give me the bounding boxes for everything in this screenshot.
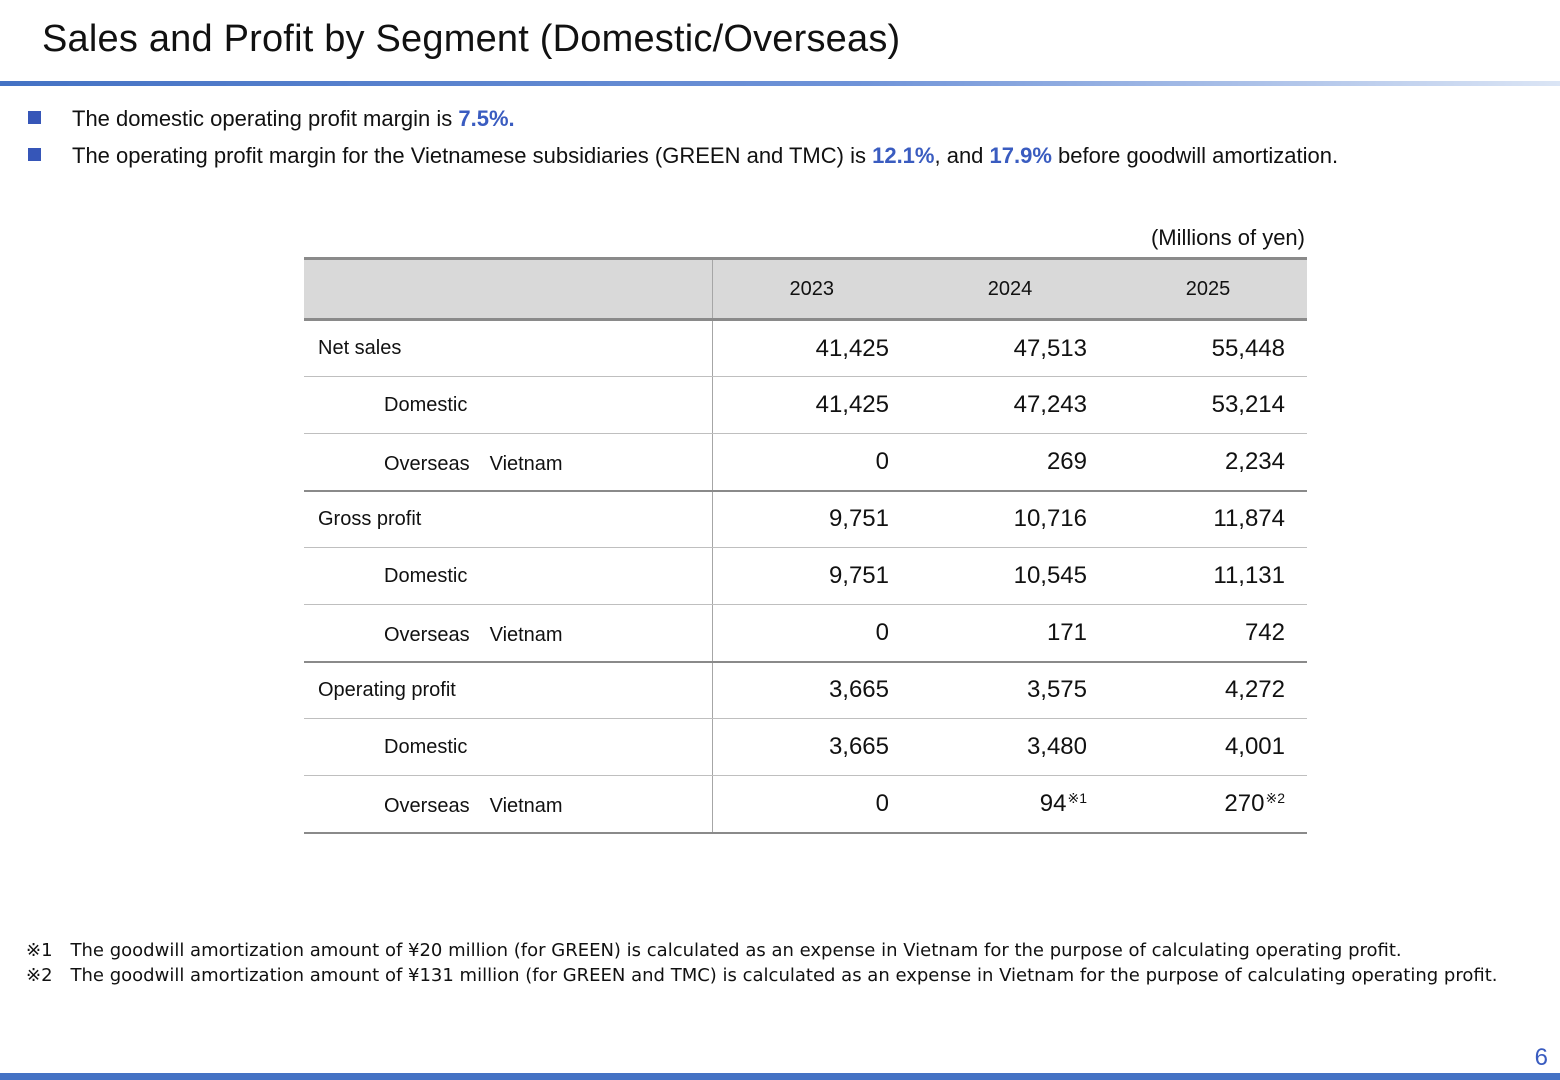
bullet-text-part: , and	[934, 143, 990, 168]
bullet-text: The domestic operating profit margin is …	[72, 104, 515, 134]
value-cell: 53,214	[1109, 376, 1307, 434]
footer-bar	[0, 1073, 1560, 1080]
value-cell: 269	[911, 433, 1109, 492]
value-cell: 742	[1109, 604, 1307, 663]
row-label: Overseas Vietnam	[304, 433, 713, 492]
title-divider	[0, 81, 1560, 86]
footnote: ※2 The goodwill amortization amount of ¥…	[26, 965, 1498, 986]
table-row: Operating profit 3,665 3,575 4,272	[304, 661, 1307, 719]
table-row: Domestic 3,665 3,480 4,001	[304, 718, 1307, 776]
header-cell: 2024	[911, 257, 1109, 321]
value-cell: 9,751	[712, 490, 911, 548]
row-label: Overseas Vietnam	[304, 604, 713, 663]
row-label: Gross profit	[304, 490, 713, 548]
value-cell-with-note: 94※1	[911, 775, 1109, 834]
value-cell: 47,243	[911, 376, 1109, 434]
value-cell: 4,272	[1109, 661, 1307, 719]
table-header-row: 2023 2024 2025	[304, 257, 1307, 321]
table-row: Gross profit 9,751 10,716 11,874	[304, 490, 1307, 548]
row-label: Domestic	[304, 376, 713, 434]
value-cell: 4,001	[1109, 718, 1307, 776]
table-row: Overseas Vietnam 0 94※1 270※2	[304, 775, 1307, 834]
header-cell	[304, 257, 713, 321]
value-cell: 11,874	[1109, 490, 1307, 548]
value-cell: 41,425	[712, 319, 911, 377]
value-cell: 10,716	[911, 490, 1109, 548]
table-row: Overseas Vietnam 0 269 2,234	[304, 433, 1307, 492]
bullet-text-part: before goodwill amortization.	[1051, 143, 1339, 168]
value-cell: 3,665	[712, 661, 911, 719]
header-cell: 2025	[1109, 257, 1307, 321]
value-cell: 41,425	[712, 376, 911, 434]
footnote: ※1 The goodwill amortization amount of ¥…	[26, 940, 1402, 961]
value-cell: 9,751	[712, 547, 911, 605]
page-number: 6	[1534, 1044, 1548, 1071]
highlight-value: 12.1%	[872, 143, 935, 168]
row-label: Net sales	[304, 319, 713, 377]
value-cell: 0	[712, 604, 911, 663]
highlight-value: 7.5%.	[458, 106, 515, 131]
segment-table: 2023 2024 2025 Net sales 41,425 47,513 5…	[304, 257, 1307, 834]
footnote-marker: ※1	[1067, 789, 1087, 806]
bullet-text: The operating profit margin for the Viet…	[72, 141, 1338, 171]
highlight-value: 17.9%	[989, 143, 1052, 168]
value-cell: 55,448	[1109, 319, 1307, 377]
value-cell: 47,513	[911, 319, 1109, 377]
row-label: Overseas Vietnam	[304, 775, 713, 834]
row-label: Operating profit	[304, 661, 713, 719]
value-cell-with-note: 270※2	[1109, 775, 1307, 834]
value-cell: 10,545	[911, 547, 1109, 605]
table-row: Overseas Vietnam 0 171 742	[304, 604, 1307, 663]
cell-value: 94	[1039, 789, 1067, 817]
value-cell: 2,234	[1109, 433, 1307, 492]
row-label: Domestic	[304, 718, 713, 776]
page-title: Sales and Profit by Segment (Domestic/Ov…	[42, 18, 901, 60]
footnotes: ※1 The goodwill amortization amount of ¥…	[26, 938, 1536, 988]
footnote-marker: ※2	[1265, 789, 1285, 806]
value-cell: 3,575	[911, 661, 1109, 719]
unit-label: (Millions of yen)	[1150, 225, 1305, 250]
value-cell: 11,131	[1109, 547, 1307, 605]
table-row: Domestic 9,751 10,545 11,131	[304, 547, 1307, 605]
table-row: Net sales 41,425 47,513 55,448	[304, 319, 1307, 377]
bullet-text-part: The domestic operating profit margin is	[72, 106, 459, 131]
square-bullet-icon	[28, 111, 41, 124]
table-row: Domestic 41,425 47,243 53,214	[304, 376, 1307, 434]
cell-value: 270	[1224, 789, 1265, 817]
bullet-text-part: The operating profit margin for the Viet…	[72, 143, 873, 168]
value-cell: 0	[712, 433, 911, 492]
value-cell: 3,480	[911, 718, 1109, 776]
value-cell: 0	[712, 775, 911, 834]
value-cell: 171	[911, 604, 1109, 663]
row-label: Domestic	[304, 547, 713, 605]
header-cell: 2023	[712, 257, 911, 321]
square-bullet-icon	[28, 148, 41, 161]
value-cell: 3,665	[712, 718, 911, 776]
